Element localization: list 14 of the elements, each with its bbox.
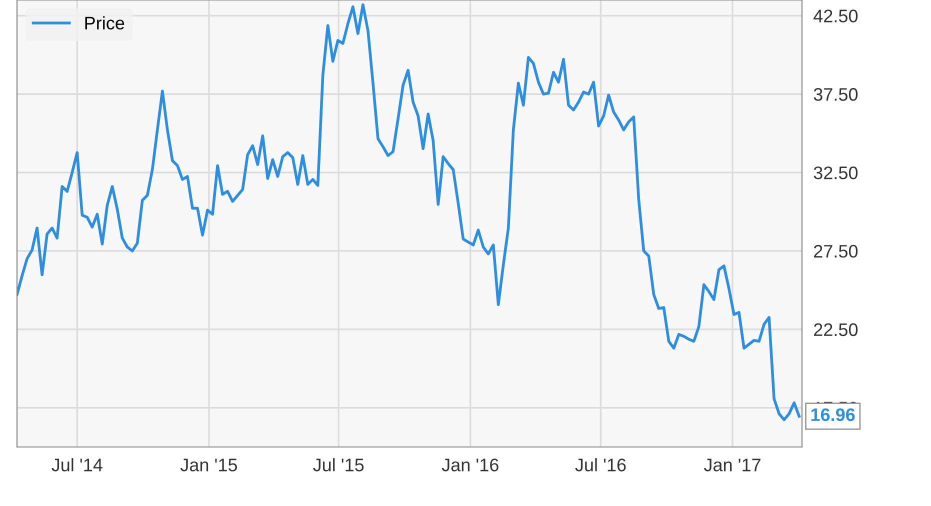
legend-label: Price [85,16,124,30]
x-tick-label: Jul '16 [575,458,626,472]
x-tick-label: Jan '17 [704,458,760,472]
y-tick-label: 37.50 [814,88,858,101]
x-tick-label: Jan '16 [442,458,498,472]
y-tick-label: 42.50 [814,10,858,22]
y-tick-label: 22.50 [814,323,858,336]
x-tick-label: Jul '15 [313,458,364,472]
x-tick-label: Jan '15 [180,458,238,472]
annotation: 16.96 [811,408,855,422]
y-tick-label: 32.50 [814,166,858,180]
y-tick-label: 27.50 [814,244,858,258]
x-tick-label: Jul '14 [52,458,102,472]
line-series [17,3,801,422]
